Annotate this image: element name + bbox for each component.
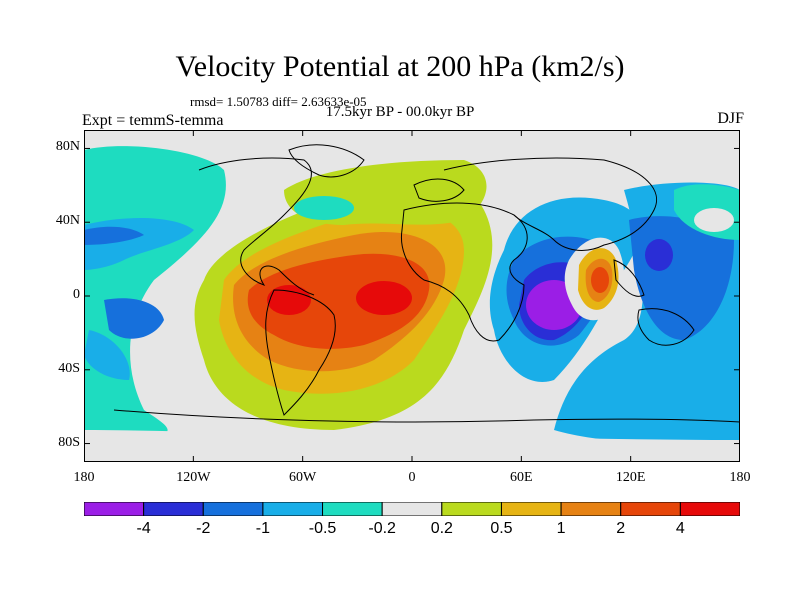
lon-label: 60W xyxy=(289,470,317,485)
colorbar-label: -0.2 xyxy=(368,520,396,537)
colorbar-label: 1 xyxy=(556,520,566,537)
colorbar-label: -4 xyxy=(136,520,151,537)
colorbar-label: 0.2 xyxy=(430,520,453,537)
colorbar-swatch xyxy=(441,501,502,517)
velocity-potential-map xyxy=(84,130,740,462)
colorbar-swatch xyxy=(620,501,681,517)
colorbar-swatch xyxy=(262,501,324,517)
colorbar xyxy=(83,501,741,517)
lat-label: 40N xyxy=(55,213,80,229)
plot-title: Velocity Potential at 200 hPa (km2/s) xyxy=(175,50,625,83)
colorbar-swatch xyxy=(560,501,622,517)
colorbar-swatch xyxy=(679,501,741,517)
lon-label: 180 xyxy=(729,470,751,485)
colorbar-swatch xyxy=(500,501,562,517)
colorbar-swatch xyxy=(381,501,443,517)
colorbar-swatch xyxy=(202,501,264,517)
experiment-label: Expt = temmS-temma xyxy=(82,112,224,129)
coastlines xyxy=(113,144,740,423)
colorbar-label: -1 xyxy=(255,520,271,537)
season-label: DJF xyxy=(717,110,744,127)
contour-field xyxy=(84,130,740,462)
colorbar-label: -0.5 xyxy=(308,520,337,537)
colorbar-label: 0.5 xyxy=(490,520,513,537)
colorbar-swatch xyxy=(322,501,383,517)
lon-label: 60E xyxy=(510,470,533,485)
lon-label: 180 xyxy=(73,470,95,485)
colorbar-swatch xyxy=(143,501,204,517)
lat-label: 0 xyxy=(73,287,80,302)
lon-label: 120E xyxy=(615,470,646,485)
colorbar-label: 4 xyxy=(675,520,685,537)
colorbar-label: 2 xyxy=(616,520,626,537)
lat-label: 80N xyxy=(55,139,80,155)
lat-label: 80S xyxy=(58,434,80,450)
lon-label: 120W xyxy=(176,470,211,485)
stats-label: rmsd= 1.50783 diff= 2.63633e-05 xyxy=(190,94,367,109)
axis-ticks xyxy=(84,130,740,462)
colorbar-swatch xyxy=(83,501,145,517)
colorbar-label: -2 xyxy=(196,520,211,537)
period-label: 17.5kyr BP - 00.0kyr BP xyxy=(325,104,475,120)
lon-label: 0 xyxy=(408,470,416,485)
lat-label: 40S xyxy=(58,360,80,376)
